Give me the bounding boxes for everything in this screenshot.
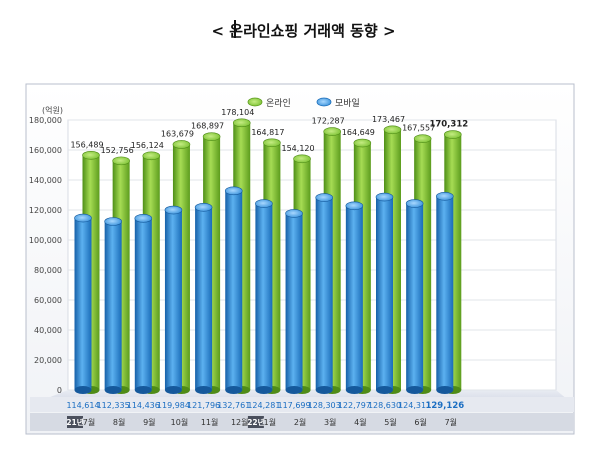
data-labels: 156,489 114,614 152,756 112,335 156,124 114,4… [66,108,468,411]
bar-mobile [315,193,334,394]
data-label-mobile: 128,630 [368,401,401,410]
category-band [30,413,574,431]
legend-label-online: 온라인 [266,98,291,109]
year-badge: 22년 [247,416,265,428]
bar-mobile [255,199,273,394]
x-tick-label: 4월 [354,417,366,427]
data-label-mobile: 119,984 [157,401,190,410]
text-cursor [234,20,236,38]
data-label-online: 172,287 [312,117,345,126]
data-label-mobile: 114,614 [66,401,99,410]
data-label-online: 168,897 [191,122,224,131]
bar-mobile [345,201,364,394]
x-tick-label: 8월 [113,417,125,427]
y-tick-label: 100,000 [29,236,62,245]
bar-mobile [104,217,122,394]
data-label-online: 163,679 [161,129,194,138]
legend: 온라인 모바일 [247,97,360,109]
data-label-online: 178,104 [221,108,254,117]
y-tick-label: 160,000 [29,146,62,155]
legend-swatch-mobile [316,97,332,107]
y-tick-label: 60,000 [34,296,62,305]
year-label: 21년 [66,417,83,427]
bar-mobile [435,192,454,394]
x-tick-label: 6월 [414,417,426,427]
data-label-mobile: 121,796 [187,401,220,410]
bar-mobile [285,209,303,394]
data-label-online: 164,649 [342,128,375,137]
x-tick-label: 11월 [201,417,219,427]
year-badge: 21년 [66,416,84,428]
data-label-mobile: 129,126 [425,401,464,411]
x-tick-label: 7월 [445,417,457,427]
data-label-mobile: 114,436 [127,401,160,410]
x-tick-label: 9월 [143,417,155,427]
bar-mobile [224,186,243,394]
data-label-mobile: 132,761 [217,401,250,410]
x-tick-label: 5월 [384,417,396,427]
y-tick-label: 140,000 [29,176,62,185]
year-label: 22년 [247,417,264,427]
data-label-online: 152,756 [101,146,134,155]
value-band [30,397,574,412]
data-label-online: 154,120 [282,144,315,153]
x-tick-label: 10월 [171,417,189,427]
bar-mobile [375,192,394,394]
x-tick-label: 7월 [83,417,95,427]
bar-mobile [194,203,213,394]
bar-mobile [164,205,183,394]
y-axis-title: (억원) [42,105,63,115]
legend-label-mobile: 모바일 [335,98,360,109]
bars [74,118,462,394]
y-axis: 180,000 160,000 140,000 120,000 100,000 80,00… [29,116,62,395]
x-tick-label: 12월 [231,417,249,427]
data-label-mobile: 112,335 [97,401,130,410]
data-label-mobile: 128,303 [308,401,341,410]
data-label-mobile: 124,311 [398,401,431,410]
bar-mobile [134,214,153,394]
y-tick-label: 80,000 [34,266,62,275]
y-tick-label: 40,000 [34,326,62,335]
y-tick-label: 20,000 [34,356,62,365]
data-label-online: 167,557 [402,124,435,133]
data-label-mobile: 117,699 [278,401,311,410]
y-tick-label: 0 [57,386,62,395]
x-tick-label: 1월 [264,417,276,427]
data-label-mobile: 124,281 [247,401,280,410]
data-label-online: 170,312 [429,120,468,130]
data-label-online: 156,124 [131,141,164,150]
data-label-online: 173,467 [372,115,405,124]
bar-mobile [74,213,92,394]
page-title: < 온라인쇼핑 거래액 동향 > [211,22,396,40]
legend-swatch-online [247,97,263,107]
x-tick-label: 3월 [324,417,336,427]
y-tick-label: 120,000 [29,206,62,215]
bar-mobile [405,199,424,394]
data-label-mobile: 122,797 [338,401,371,410]
data-label-online: 156,489 [70,140,103,149]
data-label-online: 164,817 [251,128,284,137]
x-tick-label: 2월 [294,417,306,427]
y-tick-label: 180,000 [29,116,62,125]
